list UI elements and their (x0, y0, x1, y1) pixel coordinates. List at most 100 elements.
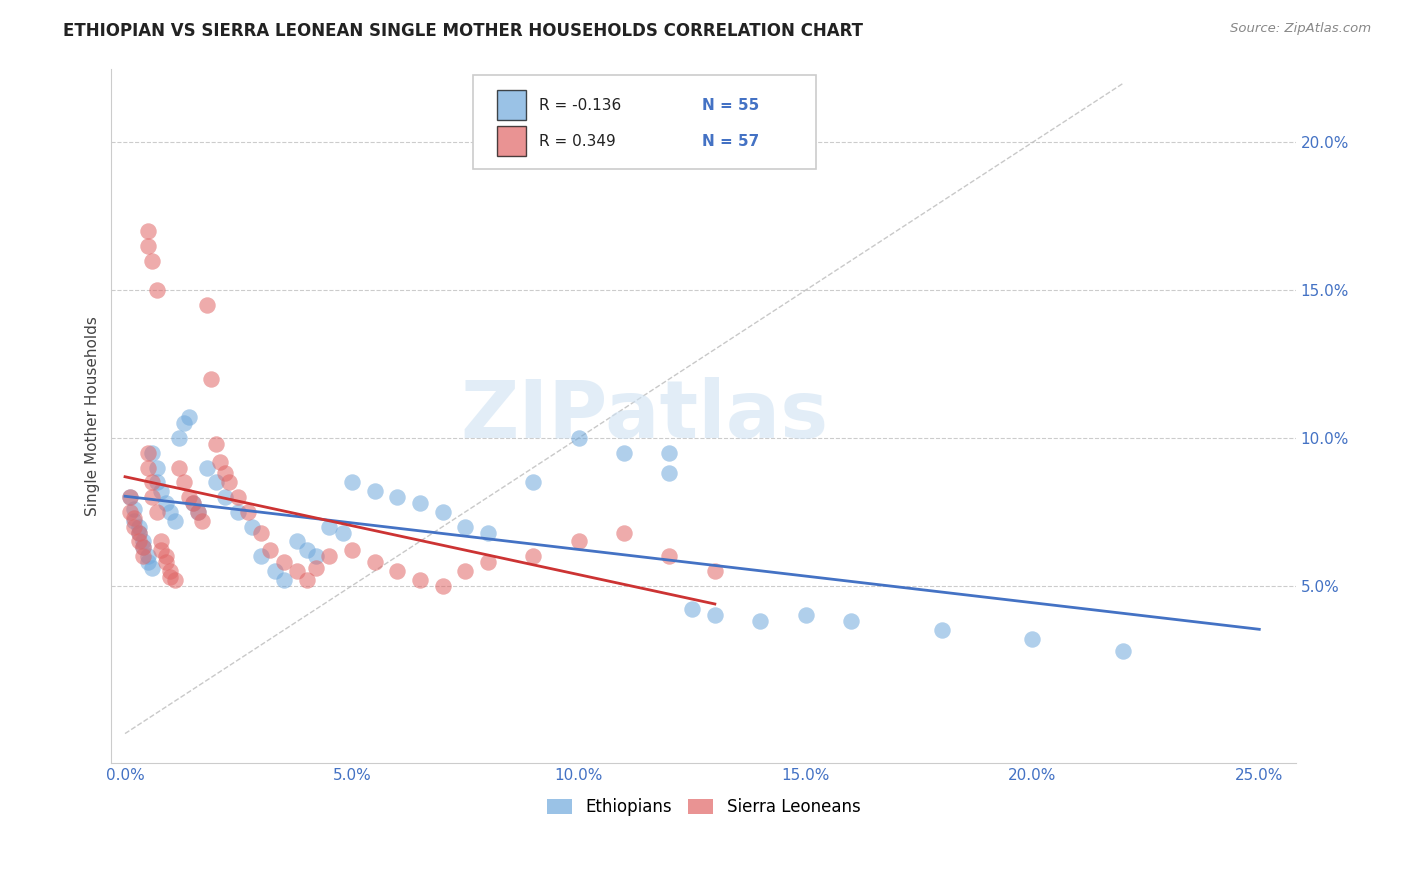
Point (195, 298, 218, 312)
Point (195, 460, 218, 475)
Point (169, 460, 191, 475)
Point (150, 534, 173, 549)
Point (146, 475, 169, 490)
Text: Source: ZipAtlas.com: Source: ZipAtlas.com (1230, 22, 1371, 36)
Point (136, 555, 159, 569)
Point (163, 573, 186, 587)
Point (409, 496, 432, 510)
Point (173, 475, 195, 490)
Point (931, 623, 953, 637)
Point (181, 496, 204, 510)
Point (295, 543, 318, 558)
Point (613, 525, 636, 540)
Point (141, 253, 163, 268)
Point (141, 446, 163, 460)
Point (141, 475, 163, 490)
FancyBboxPatch shape (472, 76, 815, 169)
Text: R = -0.136: R = -0.136 (538, 98, 621, 113)
Text: R = 0.349: R = 0.349 (538, 134, 616, 149)
Point (1112, 644, 1135, 658)
Point (118, 505, 141, 519)
Point (204, 437, 226, 451)
Point (177, 410, 200, 425)
Point (454, 564, 477, 578)
Point (132, 541, 155, 555)
Point (318, 519, 340, 533)
Point (681, 602, 703, 616)
Point (432, 579, 454, 593)
Point (187, 505, 209, 519)
Point (658, 446, 681, 460)
Point (136, 549, 159, 564)
Point (159, 505, 181, 519)
Point (163, 514, 186, 528)
Point (250, 525, 273, 540)
Point (409, 573, 432, 587)
Point (122, 514, 145, 528)
Point (150, 543, 173, 558)
Point (122, 510, 145, 524)
Legend: Ethiopians, Sierra Leoneans: Ethiopians, Sierra Leoneans (538, 789, 869, 824)
Point (118, 490, 141, 504)
FancyBboxPatch shape (498, 90, 526, 120)
Point (273, 555, 295, 569)
Point (236, 505, 259, 519)
Point (209, 455, 232, 469)
Point (613, 446, 636, 460)
Point (259, 543, 281, 558)
Point (363, 555, 385, 569)
Point (477, 555, 499, 569)
FancyBboxPatch shape (498, 126, 526, 156)
Point (177, 490, 200, 504)
Point (332, 525, 354, 540)
Point (703, 608, 725, 623)
Point (150, 484, 173, 499)
Point (363, 484, 385, 499)
Point (173, 416, 195, 430)
Point (273, 573, 295, 587)
Point (136, 446, 159, 460)
Point (122, 519, 145, 533)
Point (454, 519, 477, 533)
Point (191, 514, 214, 528)
Point (522, 475, 544, 490)
Point (287, 564, 309, 578)
Point (318, 549, 340, 564)
Point (136, 460, 159, 475)
Point (228, 490, 250, 504)
Point (200, 372, 222, 386)
Point (295, 573, 318, 587)
Point (146, 460, 169, 475)
Point (568, 431, 591, 445)
Point (304, 549, 326, 564)
Point (839, 614, 862, 628)
Point (568, 534, 591, 549)
Point (181, 496, 204, 510)
Point (155, 549, 177, 564)
Point (118, 490, 141, 504)
Point (132, 534, 155, 549)
Point (155, 555, 177, 569)
Point (703, 564, 725, 578)
Point (387, 564, 409, 578)
Text: ETHIOPIAN VS SIERRA LEONEAN SINGLE MOTHER HOUSEHOLDS CORRELATION CHART: ETHIOPIAN VS SIERRA LEONEAN SINGLE MOTHE… (63, 22, 863, 40)
Point (136, 224, 159, 238)
Point (340, 475, 363, 490)
Y-axis label: Single Mother Households: Single Mother Households (86, 316, 100, 516)
Point (658, 467, 681, 481)
Point (128, 525, 150, 540)
Point (218, 475, 240, 490)
Point (794, 608, 817, 623)
Point (287, 534, 309, 549)
Point (214, 467, 236, 481)
Text: N = 57: N = 57 (702, 134, 759, 149)
Point (477, 525, 499, 540)
Point (749, 614, 772, 628)
Point (250, 549, 273, 564)
Point (522, 549, 544, 564)
Point (159, 570, 181, 584)
Point (240, 519, 263, 533)
Point (146, 505, 169, 519)
Point (141, 490, 163, 504)
Point (155, 496, 177, 510)
